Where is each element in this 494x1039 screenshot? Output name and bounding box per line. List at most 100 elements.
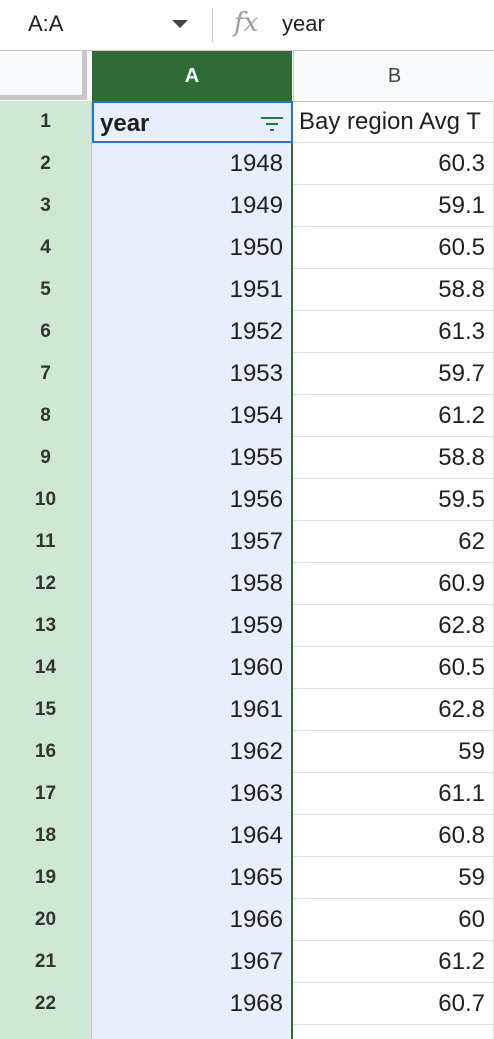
table-row: 5 1951 58.8 [0,269,494,311]
cell-year[interactable]: 1956 [92,479,293,521]
cell-year[interactable]: 1953 [92,353,293,395]
table-row: 13 1959 62.8 [0,605,494,647]
cell-avg-temp[interactable]: 60.5 [293,227,494,269]
cell-avg-temp[interactable]: 59.1 [293,185,494,227]
cell-year[interactable]: 1963 [92,773,293,815]
table-row: 9 1955 58.8 [0,437,494,479]
table-row: 18 1964 60.8 [0,815,494,857]
cell-avg-temp[interactable]: 61.1 [293,773,494,815]
cell-year[interactable]: 1967 [92,941,293,983]
cell-avg-temp[interactable]: 62 [293,521,494,563]
table-row: 10 1956 59.5 [0,479,494,521]
row-header[interactable]: 13 [0,605,92,647]
row-header[interactable]: 6 [0,311,92,353]
cell[interactable] [293,1025,494,1039]
cell-year[interactable]: 1952 [92,311,293,353]
cell-year[interactable]: 1964 [92,815,293,857]
cell-avg-temp[interactable]: 59 [293,857,494,899]
cell-avg-temp[interactable]: 59 [293,731,494,773]
table-row: 1 year Bay region Avg T [0,101,494,143]
cell-avg-temp[interactable]: 61.2 [293,395,494,437]
row-header[interactable]: 2 [0,143,92,185]
cell-year[interactable]: 1955 [92,437,293,479]
formula-input[interactable]: year [282,11,325,36]
row-header[interactable]: 16 [0,731,92,773]
row-header[interactable]: 19 [0,857,92,899]
row-header[interactable]: 17 [0,773,92,815]
row-header[interactable]: 3 [0,185,92,227]
cell-avg-temp[interactable]: 60.7 [293,983,494,1025]
cell-avg-temp[interactable]: 60.8 [293,815,494,857]
cell-year[interactable]: 1965 [92,857,293,899]
cell-avg-temp[interactable]: 58.8 [293,269,494,311]
fx-icon: fx [234,8,259,38]
table-row: 14 1960 60.5 [0,647,494,689]
data-rows: 2 1948 60.3 3 1949 59.1 4 1950 60.5 5 1951 58.8 6 195… [0,143,494,1025]
cell-year[interactable]: 1961 [92,689,293,731]
cell-avg-temp[interactable]: 58.8 [293,437,494,479]
cell-year[interactable]: 1968 [92,983,293,1025]
row-header[interactable]: 14 [0,647,92,689]
row-header[interactable]: 11 [0,521,92,563]
cell-avg-temp[interactable]: 60.9 [293,563,494,605]
table-row: 11 1957 62 [0,521,494,563]
row-header[interactable]: 21 [0,941,92,983]
column-header-row: A B [0,51,494,102]
cell-avg-temp[interactable]: 59.5 [293,479,494,521]
row-header[interactable]: 18 [0,815,92,857]
cell-year[interactable]: 1954 [92,395,293,437]
cell-year[interactable]: 1957 [92,521,293,563]
row-header[interactable]: 9 [0,437,92,479]
row-header[interactable]: 8 [0,395,92,437]
sheet-grid: 1 year Bay region Avg T 2 1948 60.3 3 1949 59… [0,101,494,1039]
table-row: 3 1949 59.1 [0,185,494,227]
cell-year[interactable]: 1960 [92,647,293,689]
cell-avg-temp[interactable]: 60.5 [293,647,494,689]
name-box[interactable]: A:A [0,0,212,50]
cell-b1[interactable]: Bay region Avg T [293,101,494,143]
cell-year[interactable]: 1950 [92,227,293,269]
row-header[interactable]: 7 [0,353,92,395]
table-row: 7 1953 59.7 [0,353,494,395]
column-header-a[interactable]: A [92,51,292,101]
cell-avg-temp[interactable]: 62.8 [293,605,494,647]
cell-avg-temp[interactable]: 60 [293,899,494,941]
row-header[interactable] [0,1025,92,1039]
row-header[interactable]: 22 [0,983,92,1025]
cell-year[interactable]: 1966 [92,899,293,941]
table-row: 20 1966 60 [0,899,494,941]
cell-avg-temp[interactable]: 59.7 [293,353,494,395]
row-header[interactable]: 1 [0,101,92,143]
cell-a1[interactable]: year [92,101,293,143]
row-header[interactable]: 5 [0,269,92,311]
table-row: 8 1954 61.2 [0,395,494,437]
cell-avg-temp[interactable]: 61.2 [293,941,494,983]
column-header-b[interactable]: B [293,51,494,101]
formula-bar-divider [212,8,213,42]
name-box-value: A:A [28,11,64,36]
cell-year[interactable]: 1959 [92,605,293,647]
cell-year[interactable]: 1958 [92,563,293,605]
cell-avg-temp[interactable]: 62.8 [293,689,494,731]
row-header[interactable]: 15 [0,689,92,731]
row-header[interactable]: 4 [0,227,92,269]
cell-avg-temp[interactable]: 60.3 [293,143,494,185]
cell-avg-temp[interactable]: 61.3 [293,311,494,353]
table-row: 19 1965 59 [0,857,494,899]
cell-year[interactable]: 1951 [92,269,293,311]
table-row: 17 1963 61.1 [0,773,494,815]
chevron-down-icon[interactable] [172,20,188,28]
cell-year[interactable]: 1949 [92,185,293,227]
cell-year[interactable]: 1962 [92,731,293,773]
table-row-partial [0,1025,494,1039]
row-header[interactable]: 20 [0,899,92,941]
formula-bar: A:A fx year [0,0,494,51]
table-row: 16 1962 59 [0,731,494,773]
select-all-corner[interactable] [0,51,87,100]
filter-icon[interactable] [261,117,283,131]
row-header[interactable]: 10 [0,479,92,521]
cell[interactable] [92,1025,293,1039]
row-header[interactable]: 12 [0,563,92,605]
table-row: 22 1968 60.7 [0,983,494,1025]
cell-year[interactable]: 1948 [92,143,293,185]
